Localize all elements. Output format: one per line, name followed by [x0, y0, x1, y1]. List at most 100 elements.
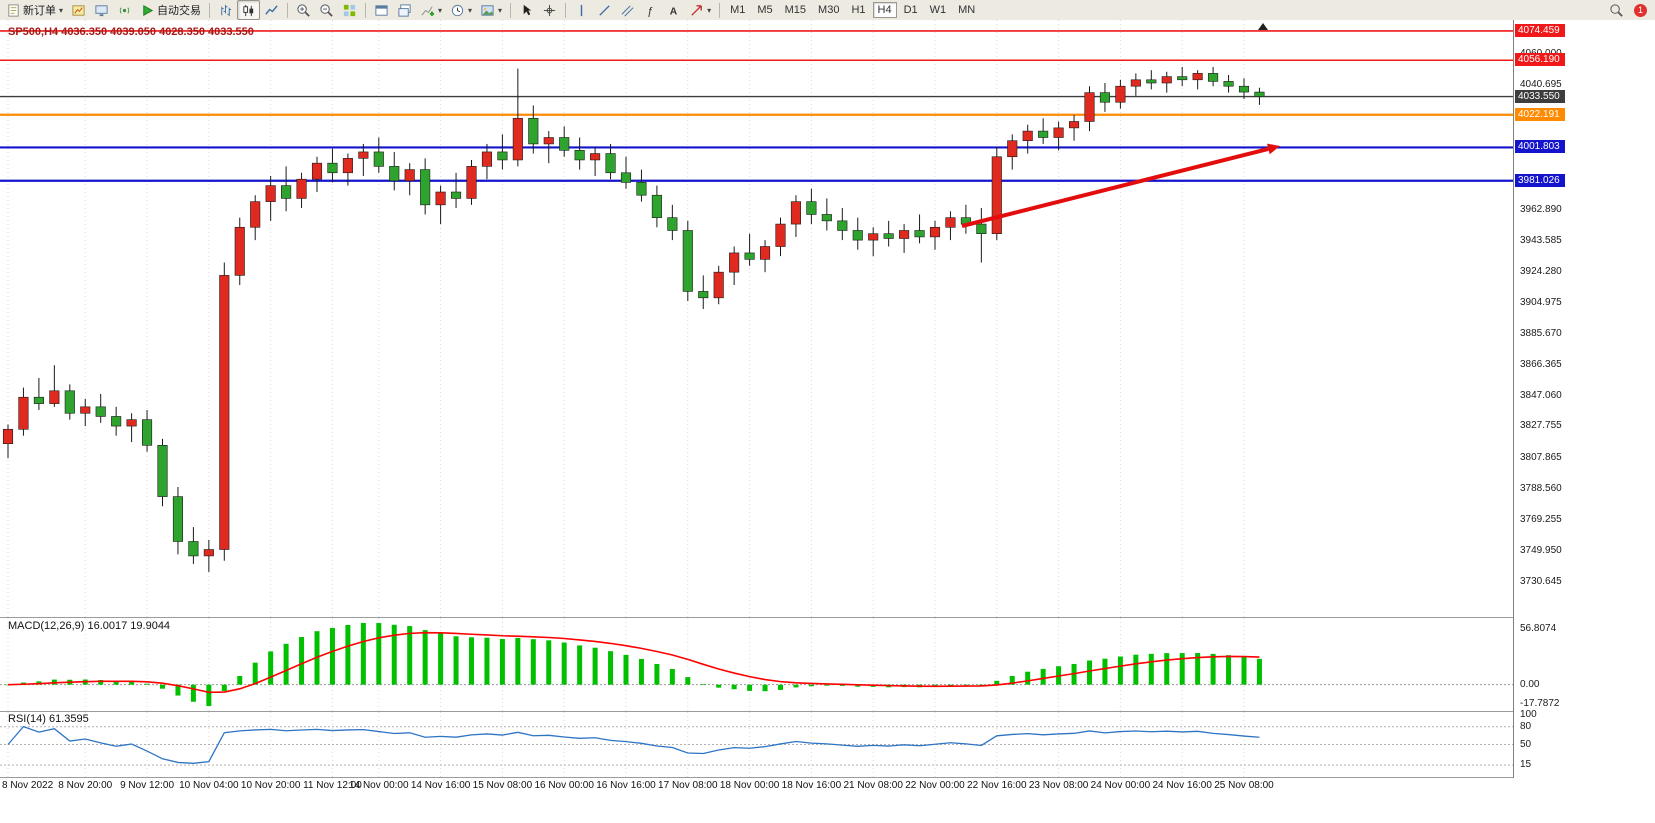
cursor-button[interactable]	[515, 0, 538, 20]
toolbar-separator	[719, 2, 721, 18]
price-tick: 4040.695	[1520, 79, 1562, 91]
vertical-line-button[interactable]	[570, 0, 593, 20]
timeframe-w1[interactable]: W1	[929, 4, 947, 16]
timeframe-h4[interactable]: H4	[872, 2, 897, 18]
time-label: 10 Nov 20:00	[240, 780, 301, 791]
plus-chart-icon	[421, 5, 435, 16]
channel-button[interactable]	[616, 0, 639, 20]
chart-page-icon	[72, 4, 85, 16]
text-tool-button[interactable]: A	[662, 0, 685, 20]
trend-arrow-annotation[interactable]	[961, 143, 1280, 228]
profiles-button[interactable]	[393, 0, 416, 20]
trendline-icon	[599, 4, 610, 16]
chevron-down-icon: ▾	[498, 5, 503, 15]
timeframe-m30[interactable]: M30	[818, 4, 840, 16]
price-tick: 3924.280	[1520, 265, 1562, 277]
price-level-badge: 3981.026	[1515, 173, 1565, 187]
time-label: 21 Nov 08:00	[843, 780, 903, 791]
toolbar-separator	[365, 2, 367, 18]
price-axis[interactable]: 4060.0004040.6953962.8903943.5853924.280…	[1513, 20, 1655, 778]
timeframe-m5[interactable]: M5	[757, 4, 773, 16]
time-label: 9 Nov 12:00	[120, 780, 175, 791]
monitor-icon	[95, 4, 108, 16]
time-label: 16 Nov 16:00	[596, 780, 656, 791]
mag-plus-icon	[297, 3, 310, 17]
time-label: 18 Nov 16:00	[781, 780, 842, 791]
toolbar-separator	[209, 2, 211, 18]
price-tick: 3885.670	[1520, 327, 1562, 339]
macd-label: MACD(12,26,9) 16.0017 19.9044	[8, 620, 171, 632]
price-tick: 3788.560	[1520, 483, 1562, 495]
time-label: 22 Nov 16:00	[967, 780, 1027, 791]
rsi-label: RSI(14) 61.3595	[8, 713, 89, 725]
market-watch-button[interactable]	[113, 0, 136, 20]
price-tick: 3866.365	[1520, 358, 1562, 370]
time-label: 24 Nov 00:00	[1090, 780, 1151, 791]
auto-trading-button[interactable]: 自动交易	[136, 0, 205, 20]
main-price-chart[interactable]	[0, 20, 1513, 617]
notification-badge[interactable]: 1	[1634, 3, 1647, 17]
new-chart-button[interactable]	[370, 0, 393, 20]
rsi-line	[7, 725, 1260, 764]
level-lines-layer[interactable]	[0, 30, 1513, 182]
pane-resize-handle[interactable]	[0, 711, 1655, 712]
candlestick-chart-type-button[interactable]	[237, 0, 261, 20]
macd-histogram	[5, 623, 1262, 706]
crosshair-button[interactable]	[538, 0, 561, 20]
timeframe-m15[interactable]: M15	[784, 4, 807, 16]
new-order-button[interactable]: 新订单 ▾	[2, 0, 67, 20]
line-chart-type-button[interactable]	[260, 0, 283, 20]
time-label: 15 Nov 08:00	[472, 780, 533, 791]
crosshair-icon	[543, 4, 556, 16]
time-label: 14 Nov 16:00	[410, 780, 471, 791]
auto-trading-label: 自动交易	[157, 5, 202, 17]
price-tick: 3847.060	[1520, 389, 1562, 401]
toolbar-separator	[287, 2, 289, 18]
price-tick: 3943.585	[1520, 234, 1562, 246]
chevron-down-icon: ▾	[59, 5, 64, 15]
svg-text:A: A	[670, 6, 678, 17]
zoom-out-button[interactable]	[315, 0, 338, 20]
chart-shift-marker[interactable]	[1258, 23, 1268, 30]
timeframe-m1[interactable]: M1	[730, 4, 746, 16]
time-label: 10 Nov 04:00	[179, 780, 239, 791]
pane-resize-handle[interactable]	[0, 617, 1655, 618]
arrows-tool-button[interactable]: ▾	[685, 0, 715, 20]
periods-button[interactable]: ▾	[446, 0, 476, 20]
zoom-in-button[interactable]	[292, 0, 315, 20]
candles-layer	[2, 66, 1265, 572]
bar-chart-type-button[interactable]	[214, 0, 237, 20]
rsi-pane[interactable]	[0, 712, 1513, 777]
timeframe-d1[interactable]: D1	[903, 4, 918, 16]
macd-signal-line	[7, 631, 1260, 694]
time-label: 25 Nov 08:00	[1214, 780, 1274, 791]
time-label: 17 Nov 08:00	[658, 780, 718, 791]
chart-ohlc-title: SP500,H4 4036.350 4039.050 4028.350 4033…	[8, 26, 254, 38]
toolbar-separator	[510, 2, 512, 18]
templates-button[interactable]: ▾	[476, 0, 506, 20]
tiles-icon	[343, 4, 356, 16]
price-level-badge: 4001.803	[1515, 140, 1565, 154]
timeframe-h1[interactable]: H1	[851, 4, 866, 16]
timeframe-mn[interactable]: MN	[958, 4, 976, 16]
macd-axis-label: 0.00	[1520, 678, 1540, 690]
charts-window-button[interactable]	[67, 0, 90, 20]
price-level-badge: 4022.191	[1515, 107, 1565, 121]
time-label: 18 Nov 00:00	[719, 780, 780, 791]
trendline-button[interactable]	[593, 0, 616, 20]
chevron-down-icon: ▾	[438, 5, 443, 15]
time-label: 11 Nov 12:00	[303, 780, 362, 791]
fibonacci-button[interactable]: ƒ	[639, 0, 662, 20]
price-tick: 3962.890	[1520, 203, 1562, 215]
macd-pane[interactable]	[0, 618, 1513, 711]
time-label: 14 Nov 00:00	[349, 780, 409, 791]
search-button[interactable]	[1605, 0, 1628, 20]
mag-minus-icon	[320, 3, 333, 17]
terminal-window-button[interactable]	[90, 0, 113, 20]
time-axis[interactable]: 8 Nov 2022 8 Nov 20:00 9 Nov 12:00 10 Nov 0…	[0, 778, 1513, 796]
text-icon: A	[670, 6, 678, 17]
time-label: 8 Nov 20:00	[58, 780, 113, 791]
toolbar-separator	[565, 2, 567, 18]
tile-windows-button[interactable]	[338, 0, 361, 20]
indicators-button[interactable]: ▾	[416, 0, 446, 20]
